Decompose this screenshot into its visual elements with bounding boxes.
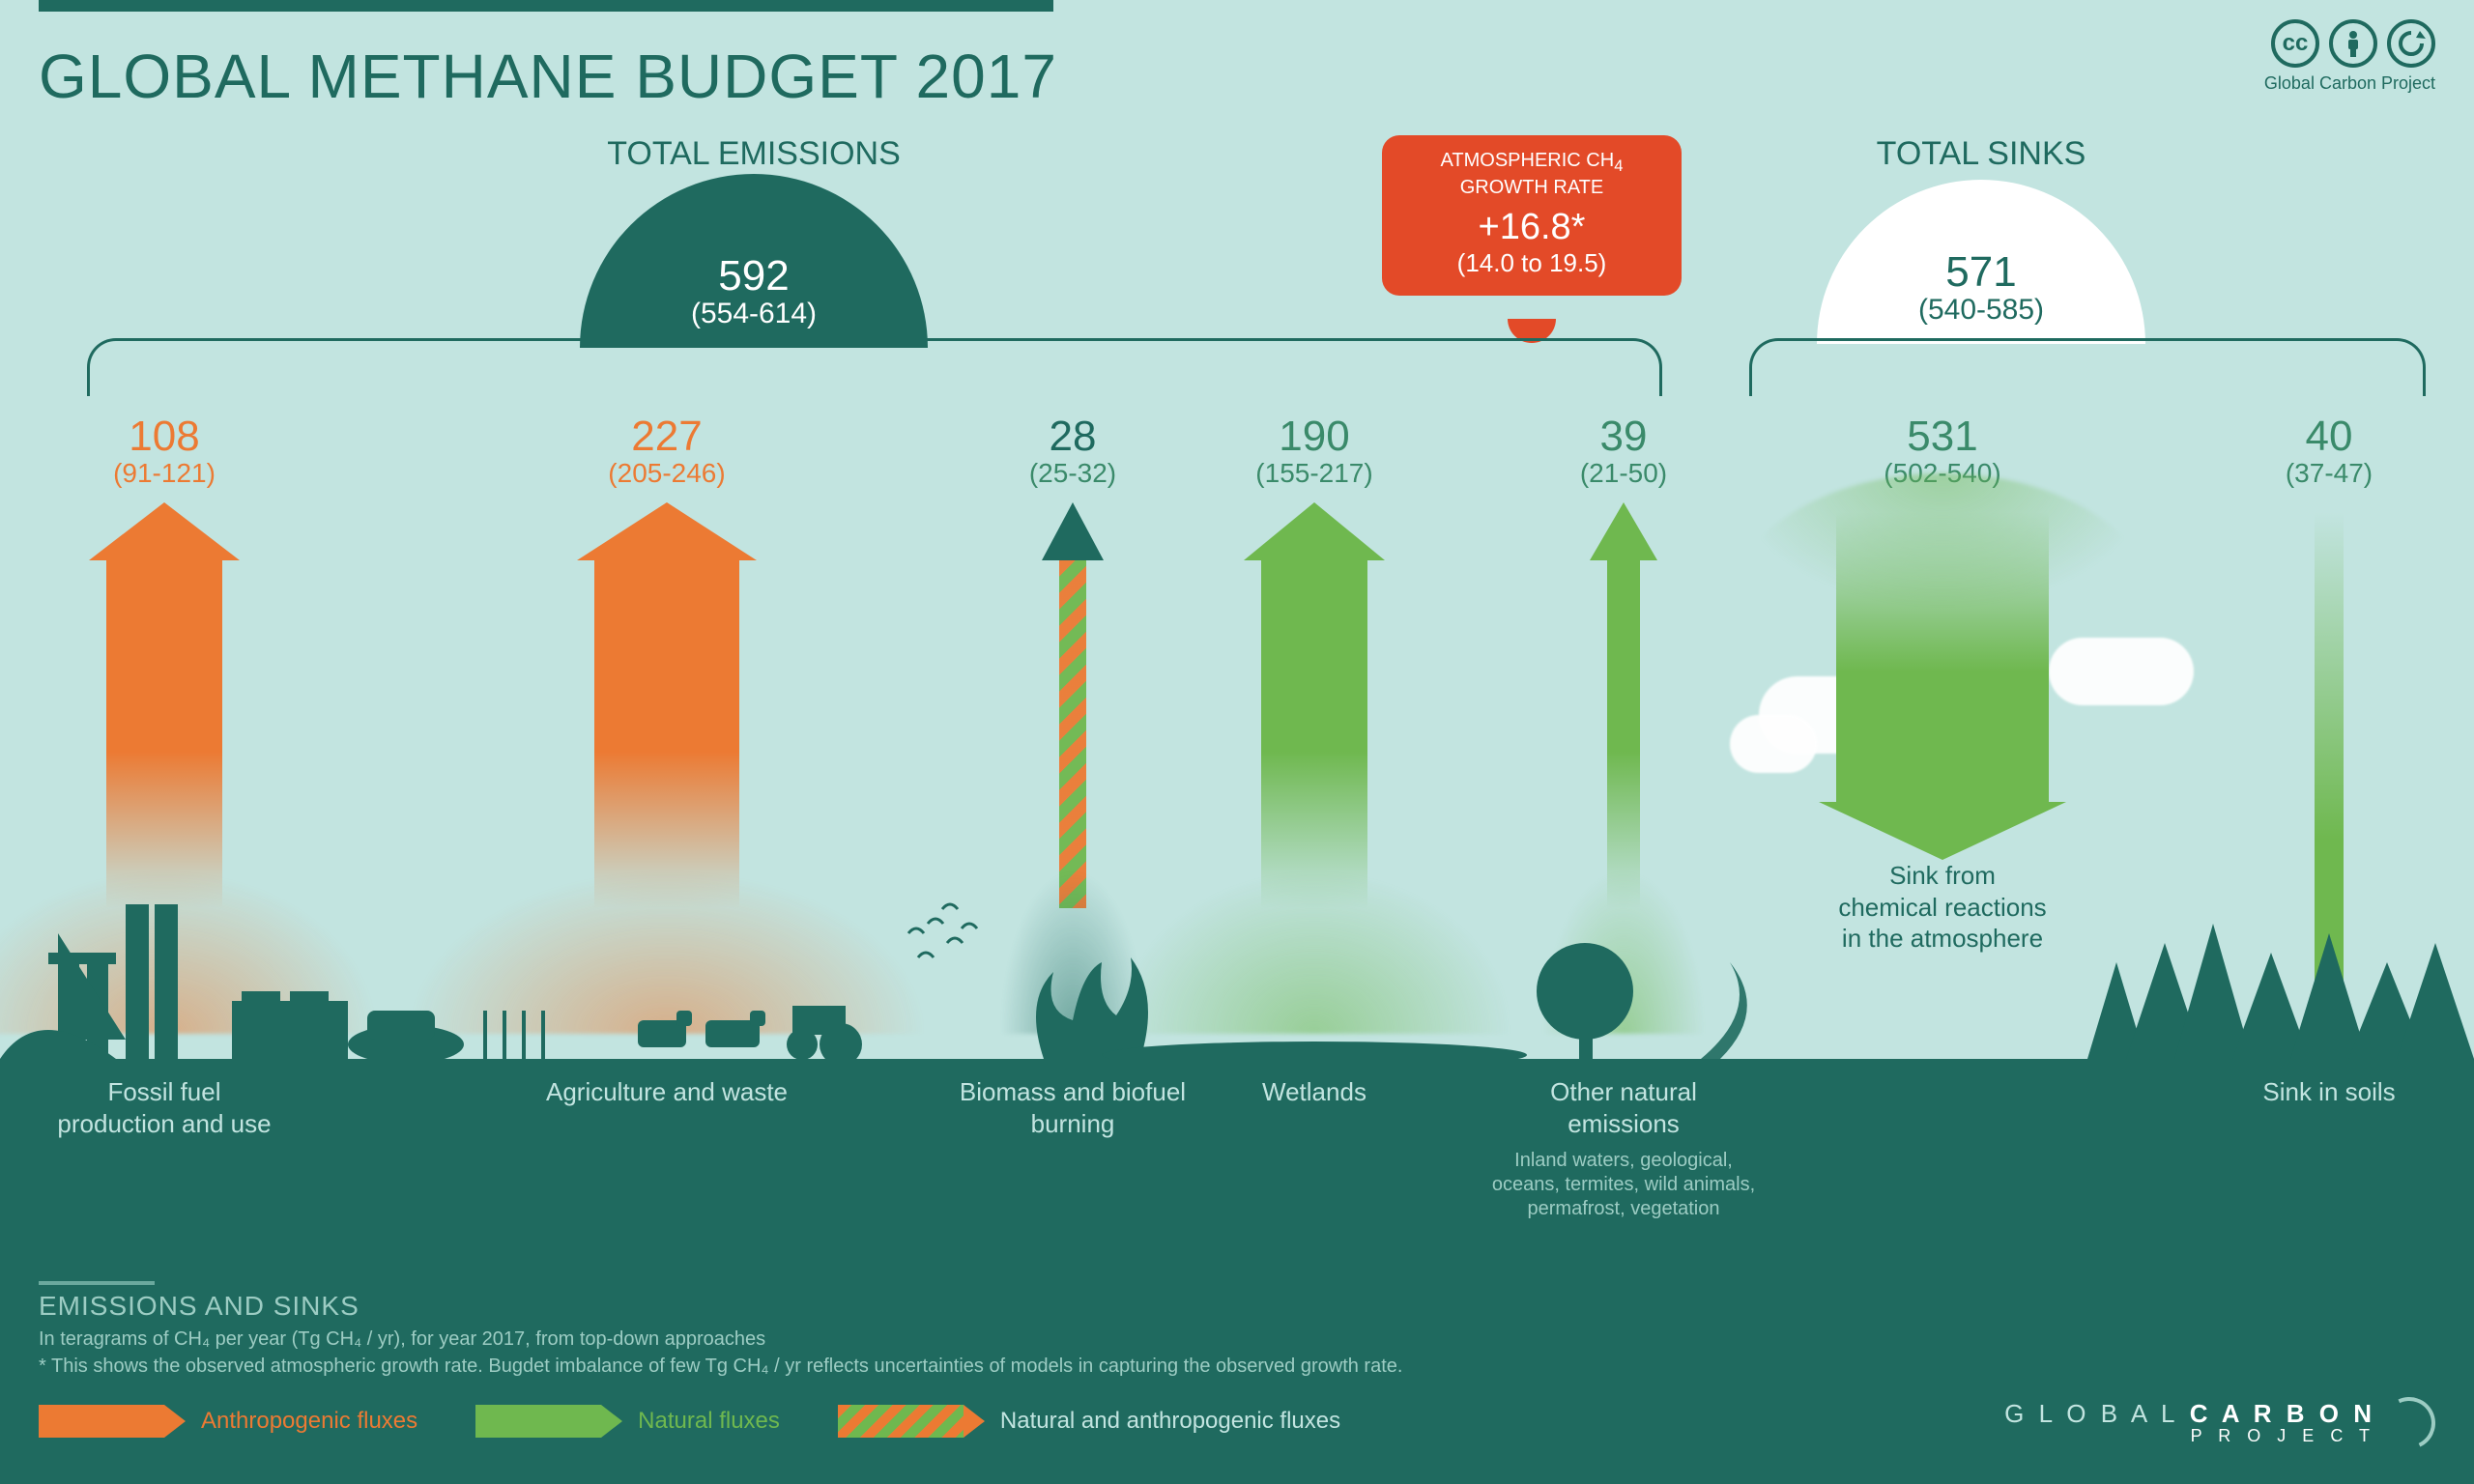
flux-range: (91-121) [39,458,290,489]
emissions-section-label: TOTAL EMISSIONS [580,135,928,173]
cloud-icon [2049,638,2194,705]
category-agri: Agriculture and waste [503,1076,831,1108]
category-soilsink: Sink in soils [2165,1076,2474,1108]
sinks-section-label: TOTAL SINKS [1817,135,2145,173]
legend-items: Anthropogenic fluxes Natural fluxes Natura… [39,1405,1340,1438]
emissions-bracket [87,338,1662,396]
flux-value: 190 [1189,415,1440,458]
growth-rate-badge: ATMOSPHERIC CH4GROWTH RATE +16.8* (14.0 … [1382,135,1682,296]
cc-icon: cc [2271,19,2319,68]
category-wetlands: Wetlands [1150,1076,1479,1108]
category-fossil: Fossil fuelproduction and use [0,1076,329,1139]
legend-divider [39,1281,155,1285]
by-icon [2329,19,2377,68]
gcp-logo: G L O B A L C A R B O N P R O J E C T [2004,1397,2435,1449]
scenery-silhouette [0,846,2474,1059]
category-other: Other naturalemissionsInland waters, geo… [1459,1076,1788,1221]
gcp-arc-icon [2375,1389,2442,1456]
page-title: GLOBAL METHANE BUDGET 2017 [39,41,1057,112]
legend-line2: * This shows the observed atmospheric gr… [39,1354,2068,1380]
flux-range: (21-50) [1498,458,1749,489]
emissions-total-range: (554-614) [580,298,928,330]
license-icons: cc [2271,19,2435,68]
flux-range: (25-32) [947,458,1198,489]
license-caption: Global Carbon Project [2264,73,2435,94]
top-accent-bar [39,0,1053,12]
emissions-total-value: 592 [580,255,928,298]
legend-item: Anthropogenic fluxes [39,1405,417,1438]
legend-line1: In teragrams of CH₄ per year (Tg CH₄ / y… [39,1327,1778,1353]
sinks-total-value: 571 [1817,251,2145,294]
flux-value: 28 [947,415,1198,458]
sa-icon [2387,19,2435,68]
flux-value: 108 [39,415,290,458]
legend-item: Natural fluxes [475,1405,780,1438]
legend-title: EMISSIONS AND SINKS [39,1291,360,1322]
growth-label: ATMOSPHERIC CH4GROWTH RATE [1401,149,1662,199]
flux-value: 227 [541,415,792,458]
flux-value: 40 [2203,415,2455,458]
legend-item: Natural and anthropogenic fluxes [838,1405,1340,1438]
sinks-total-range: (540-585) [1817,294,2145,327]
growth-value: +16.8* [1401,207,1662,248]
flux-range: (205-246) [541,458,792,489]
flux-range: (155-217) [1189,458,1440,489]
flux-range: (37-47) [2203,458,2455,489]
sinks-total-semicircle: 571 (540-585) [1817,180,2145,344]
emissions-total-semicircle: 592 (554-614) [580,174,928,348]
flux-value: 39 [1498,415,1749,458]
flux-value: 531 [1817,415,2068,458]
sinks-bracket [1749,338,2426,396]
growth-range: (14.0 to 19.5) [1401,248,1662,278]
